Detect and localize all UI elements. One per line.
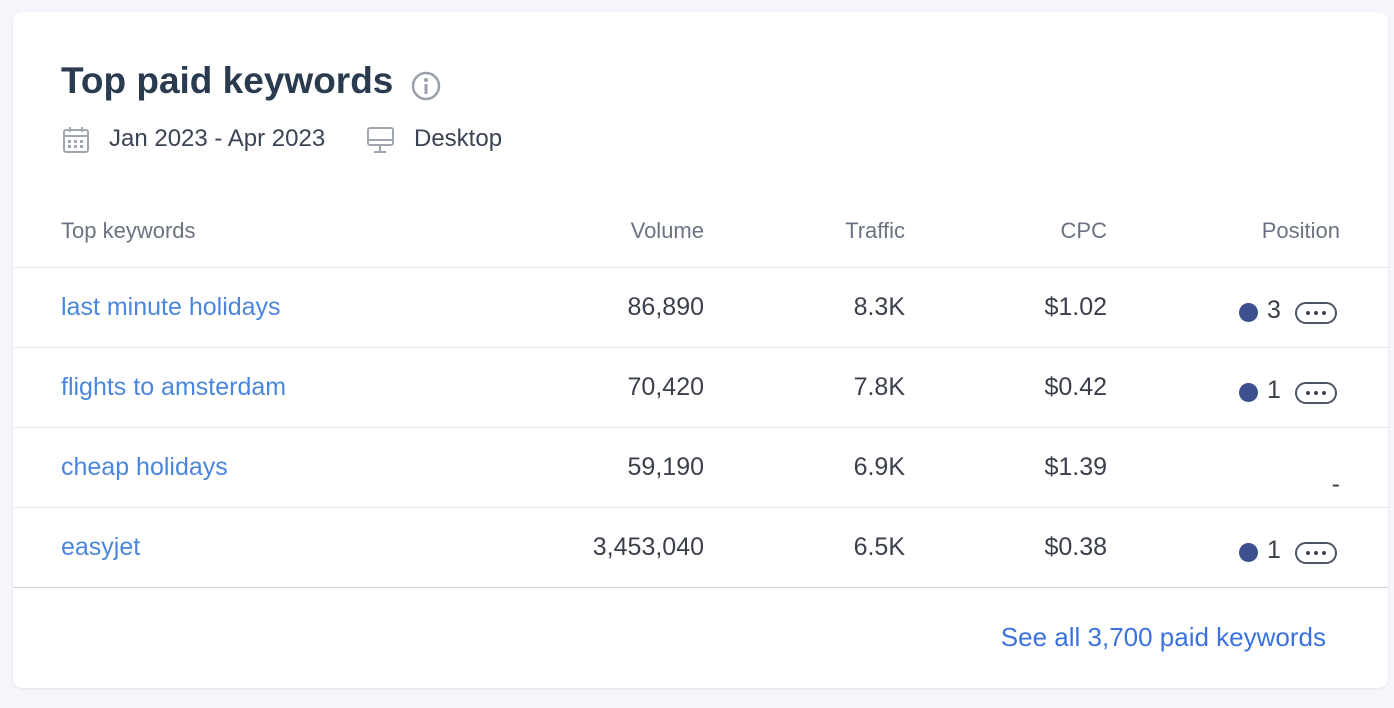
keyword-link[interactable]: last minute holidays [61, 293, 281, 321]
volume-value: 70,420 [627, 373, 704, 401]
cpc-value: $0.42 [1044, 373, 1107, 401]
traffic-value: 6.9K [853, 453, 905, 481]
calendar-icon [63, 127, 89, 153]
more-button[interactable] [1295, 302, 1337, 324]
keyword-link[interactable]: flights to amsterdam [61, 373, 287, 401]
header-divider [13, 267, 1388, 268]
position-value: 1 [1267, 536, 1281, 564]
keyword-link[interactable]: easyjet [61, 533, 141, 561]
position-dot [1239, 303, 1258, 322]
position-value: - [1331, 470, 1340, 498]
cpc-value: $1.39 [1044, 453, 1107, 481]
more-button[interactable] [1295, 542, 1337, 564]
row-divider [13, 507, 1388, 508]
traffic-value: 8.3K [853, 293, 905, 321]
info-icon[interactable] [410, 70, 442, 102]
column-header: Traffic [845, 218, 905, 243]
column-header: CPC [1060, 218, 1107, 243]
title: Top paid keywords [61, 60, 394, 101]
volume-value: 59,190 [627, 453, 704, 481]
column-header: Volume [630, 218, 704, 243]
row-divider [13, 587, 1388, 588]
date-range: Jan 2023 - Apr 2023 [109, 125, 326, 152]
column-header: Position [1261, 218, 1340, 243]
volume-value: 86,890 [627, 293, 704, 321]
position-dot [1239, 543, 1258, 562]
more-button[interactable] [1295, 382, 1337, 404]
keyword-link[interactable]: cheap holidays [61, 453, 228, 481]
volume-value: 3,453,040 [592, 533, 704, 561]
desktop-icon [367, 127, 394, 153]
traffic-value: 7.8K [853, 373, 905, 401]
position-dot [1239, 383, 1258, 402]
cpc-value: $1.02 [1044, 293, 1107, 321]
see-all-link[interactable]: See all 3,700 paid keywords [1000, 622, 1326, 652]
column-header: Top keywords [61, 218, 196, 243]
traffic-value: 6.5K [853, 533, 905, 561]
position-value: 3 [1267, 296, 1281, 324]
cpc-value: $0.38 [1044, 533, 1107, 561]
card: Top paid keywords Jan 2023 - Apr 2023 De… [13, 12, 1388, 688]
row-divider [13, 347, 1388, 348]
position-value: 1 [1267, 376, 1281, 404]
device: Desktop [414, 125, 503, 152]
row-divider [13, 427, 1388, 428]
